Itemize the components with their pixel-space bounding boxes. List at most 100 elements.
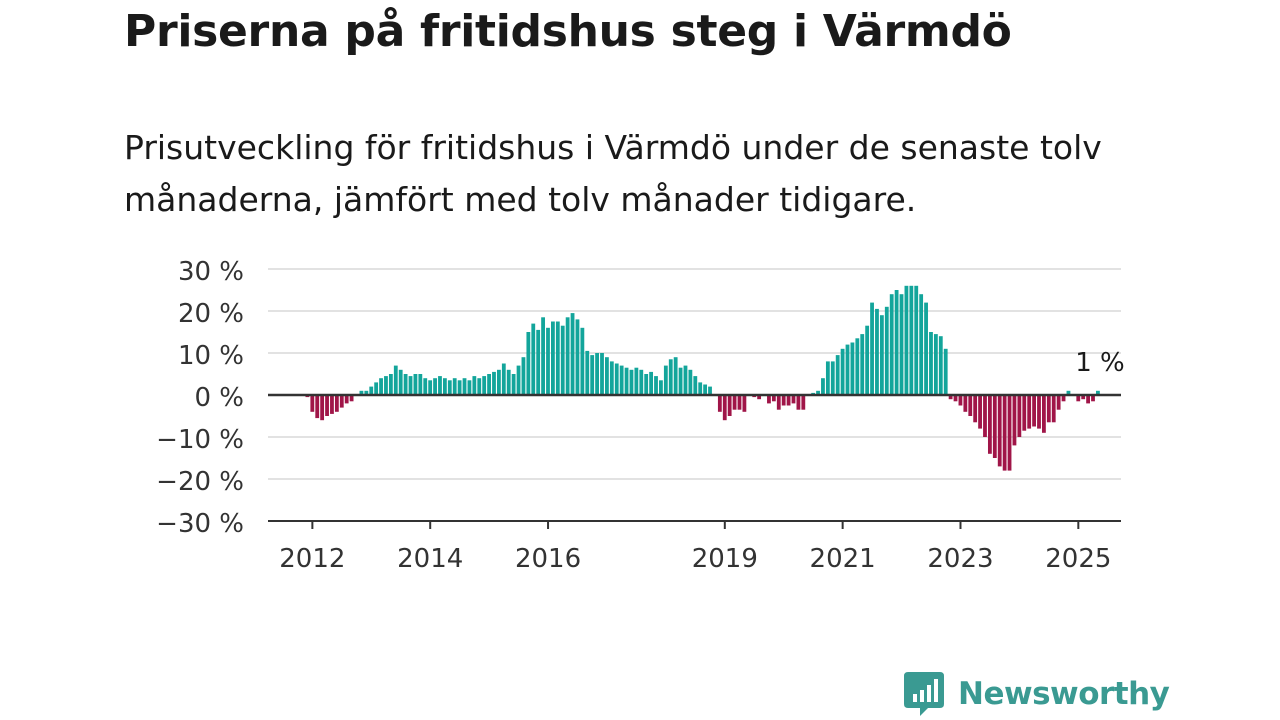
bar bbox=[659, 380, 663, 395]
bar bbox=[462, 378, 467, 395]
bar bbox=[595, 353, 599, 395]
bar bbox=[894, 290, 899, 395]
bar bbox=[644, 374, 649, 395]
x-tick-label: 2016 bbox=[515, 544, 581, 574]
bar bbox=[983, 395, 987, 437]
bar bbox=[786, 395, 791, 406]
bar bbox=[585, 350, 590, 395]
bar bbox=[384, 376, 388, 395]
bar bbox=[825, 361, 830, 395]
bar bbox=[565, 317, 570, 395]
bar bbox=[649, 371, 654, 395]
bar bbox=[467, 380, 472, 395]
bar bbox=[369, 386, 374, 395]
bar bbox=[570, 313, 575, 395]
bar bbox=[1066, 390, 1071, 395]
bar bbox=[359, 390, 364, 395]
bar bbox=[526, 332, 531, 395]
bar bbox=[1056, 395, 1061, 410]
bar bbox=[1027, 395, 1032, 429]
bar bbox=[315, 395, 320, 419]
bar bbox=[1032, 395, 1036, 427]
bar bbox=[609, 361, 614, 395]
chart-subtitle: Prisutveckling för fritidshus i Värmdö u… bbox=[124, 128, 1102, 219]
bar bbox=[904, 285, 909, 395]
bar bbox=[531, 323, 536, 395]
bar bbox=[433, 378, 437, 395]
bar bbox=[948, 395, 953, 400]
bar bbox=[776, 395, 781, 410]
bar bbox=[339, 395, 344, 408]
bar bbox=[457, 380, 462, 395]
bar bbox=[492, 371, 496, 395]
bar bbox=[938, 336, 943, 395]
bar bbox=[1086, 395, 1090, 404]
bar bbox=[511, 374, 516, 395]
y-tick-label: 30 % bbox=[178, 257, 244, 287]
bar bbox=[438, 376, 442, 395]
newsworthy-logo-icon bbox=[904, 672, 944, 716]
bar bbox=[546, 327, 550, 395]
bar bbox=[639, 369, 644, 395]
bar bbox=[619, 365, 624, 395]
newsworthy-logo: Newsworthy bbox=[902, 668, 1170, 720]
bar bbox=[403, 374, 408, 395]
bar bbox=[487, 374, 491, 395]
bar bbox=[845, 344, 850, 395]
bar bbox=[1002, 395, 1007, 471]
bar bbox=[629, 369, 634, 395]
y-tick-label: −10 % bbox=[156, 425, 244, 455]
bar bbox=[683, 365, 688, 395]
bar bbox=[870, 302, 874, 395]
bar bbox=[801, 395, 806, 410]
bar bbox=[835, 355, 840, 395]
bar bbox=[865, 325, 870, 395]
bar bbox=[963, 395, 968, 412]
bar bbox=[678, 367, 683, 395]
bar bbox=[379, 378, 383, 395]
bar bbox=[717, 395, 722, 412]
bar bbox=[708, 386, 712, 395]
bar bbox=[909, 285, 914, 395]
bar bbox=[953, 395, 958, 402]
bar bbox=[1051, 395, 1056, 423]
bar bbox=[875, 308, 879, 395]
bar bbox=[1007, 395, 1012, 471]
bar bbox=[472, 376, 477, 395]
bar bbox=[850, 342, 855, 395]
bar bbox=[879, 315, 884, 395]
last-value-label: 1 % bbox=[1075, 348, 1125, 378]
bar bbox=[698, 382, 703, 395]
bar bbox=[600, 353, 604, 395]
bar bbox=[987, 395, 992, 454]
bar bbox=[634, 367, 639, 395]
bar bbox=[968, 395, 973, 416]
bar bbox=[349, 395, 354, 402]
bar bbox=[344, 395, 349, 404]
bar bbox=[325, 395, 329, 416]
bar bbox=[737, 395, 742, 410]
bar bbox=[722, 395, 727, 421]
bar bbox=[398, 369, 403, 395]
bar bbox=[418, 374, 423, 395]
bar bbox=[541, 317, 545, 395]
bar bbox=[742, 395, 747, 412]
bar bbox=[1042, 395, 1046, 433]
bar bbox=[442, 378, 447, 395]
bar bbox=[428, 380, 433, 395]
bar bbox=[624, 367, 629, 395]
bar bbox=[310, 395, 315, 412]
bar bbox=[388, 374, 393, 395]
newsworthy-logo-text: Newsworthy bbox=[958, 676, 1170, 712]
x-tick-label: 2025 bbox=[1045, 544, 1111, 574]
bar bbox=[796, 395, 801, 410]
bar bbox=[693, 376, 698, 395]
bar bbox=[663, 365, 668, 395]
bar bbox=[668, 359, 673, 395]
bar bbox=[973, 395, 978, 423]
bar bbox=[551, 321, 555, 395]
bar bbox=[924, 302, 928, 395]
bar bbox=[997, 395, 1002, 467]
bar bbox=[914, 285, 919, 395]
